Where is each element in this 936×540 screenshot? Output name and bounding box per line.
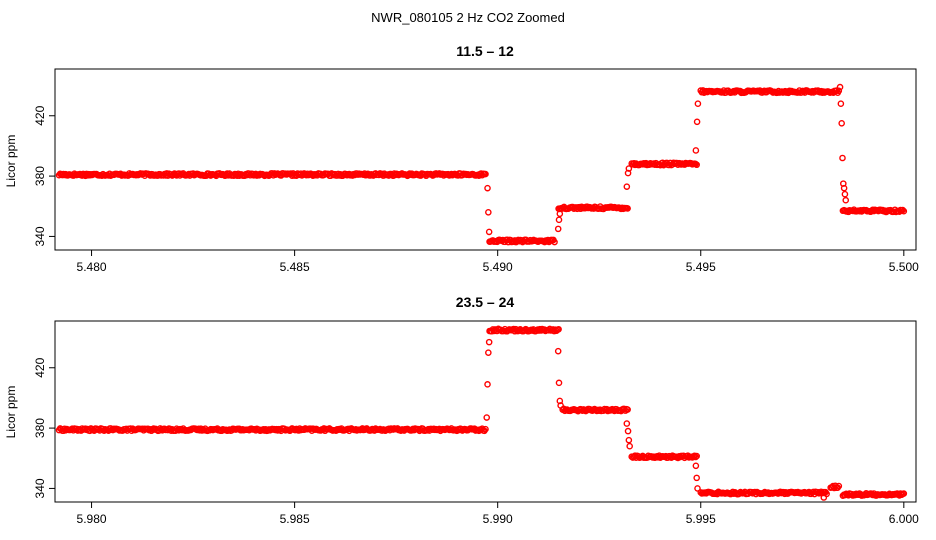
transition-point: [485, 228, 493, 236]
transition-point: [838, 120, 845, 127]
data-point: [482, 425, 489, 433]
transition-point: [484, 184, 491, 192]
transition-point: [625, 165, 633, 172]
x-tick-label: 5.485: [280, 260, 310, 274]
transition-point: [485, 208, 492, 216]
transition-point: [840, 184, 848, 192]
transition-point: [555, 379, 563, 387]
transition-point: [623, 183, 631, 190]
x-tick-label: 5.490: [483, 260, 513, 274]
x-tick-label: 5.995: [686, 512, 716, 526]
transition-point: [693, 474, 700, 482]
transition-point: [483, 414, 491, 421]
data-point: [693, 452, 700, 460]
data-point: [555, 325, 562, 333]
x-tick-label: 5.990: [483, 512, 513, 526]
transition-point: [692, 147, 700, 154]
transition-point: [836, 83, 844, 91]
y-axis: 340 380 420: [33, 357, 55, 498]
data-point: [835, 482, 843, 490]
transition-point: [557, 402, 564, 409]
transition-point: [693, 118, 701, 126]
plot-frame: [54, 68, 917, 251]
panel-title: 11.5 – 12: [456, 43, 514, 59]
x-tick-label: 5.495: [686, 260, 716, 274]
x-tick-label: 6.000: [889, 512, 919, 526]
data-point: [835, 87, 843, 95]
transition-point: [694, 485, 701, 492]
x-tick-label: 5.980: [77, 512, 107, 526]
transition-point: [692, 462, 700, 470]
x-tick-label: 5.985: [280, 512, 310, 526]
data-point: [551, 238, 558, 246]
transition-point: [625, 436, 633, 444]
y-tick-label: 340: [33, 226, 47, 246]
y-axis-label: Licor ppm: [4, 386, 18, 439]
panel-title: 23.5 – 24: [456, 294, 515, 310]
plot-frame: [54, 320, 917, 503]
transition-point: [554, 225, 562, 233]
transition-point: [626, 442, 633, 450]
data-point: [624, 406, 631, 413]
transition-point: [555, 216, 563, 224]
data-point: [900, 490, 908, 497]
data-point: [624, 205, 631, 212]
transition-point: [839, 154, 846, 162]
transition-point: [842, 196, 850, 204]
y-tick-label: 380: [33, 418, 47, 438]
transition-point: [556, 210, 564, 218]
panel-top: 11.5 – 12 Licor ppm 5.480 5.485 5.490 5.495…: [4, 43, 919, 274]
data-point: [552, 326, 559, 333]
transition-point: [694, 100, 702, 107]
x-axis: 5.980 5.985 5.990 5.995 6.000: [77, 502, 919, 526]
data-point: [899, 206, 907, 214]
data-point: [692, 453, 699, 461]
x-axis: 5.480 5.485 5.490 5.495 5.500: [77, 250, 919, 274]
transition-point: [485, 349, 492, 356]
y-tick-label: 340: [33, 478, 47, 498]
y-tick-label: 420: [33, 105, 47, 125]
x-tick-label: 5.480: [77, 260, 107, 274]
transition-point: [841, 190, 849, 198]
transition-point: [484, 381, 491, 388]
transition-point: [837, 100, 845, 107]
data-point: [693, 161, 700, 169]
data-points: [55, 325, 908, 501]
transition-point: [554, 347, 562, 355]
data-points: [55, 83, 908, 246]
figure-title: NWR_080105 2 Hz CO2 Zoomed: [371, 10, 565, 25]
transition-point: [623, 420, 631, 427]
transition-point: [624, 427, 632, 435]
data-point: [482, 170, 489, 178]
x-tick-label: 5.500: [889, 260, 919, 274]
transition-point: [820, 494, 828, 501]
panel-bottom: 23.5 – 24 Licor ppm 5.980 5.985 5.990 5.995…: [4, 294, 919, 526]
data-point: [900, 207, 908, 215]
y-axis-label: Licor ppm: [4, 135, 18, 188]
transition-point: [485, 338, 493, 346]
y-tick-label: 420: [33, 357, 47, 377]
y-axis: 340 380 420: [33, 105, 55, 246]
y-tick-label: 380: [33, 166, 47, 186]
